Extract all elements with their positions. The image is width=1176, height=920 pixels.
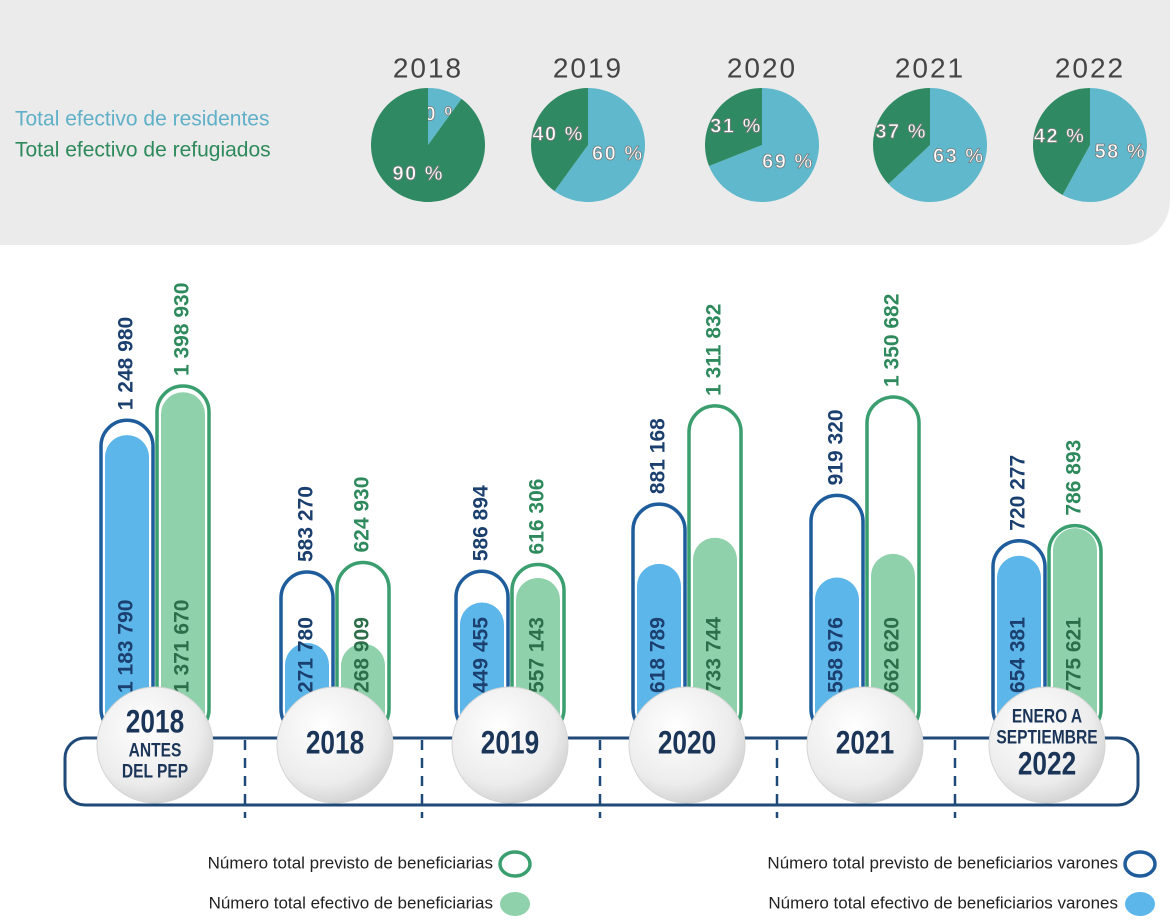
category-label: 2021: [836, 726, 894, 761]
category-disc: [96, 686, 214, 804]
actual-value-label: 1 371 670: [171, 600, 194, 693]
planned-value-label: 586 894: [470, 485, 493, 561]
pie-slice: [531, 88, 588, 192]
legend-label: Número total previsto de beneficiarias: [208, 853, 493, 872]
category-label: ANTES: [129, 739, 182, 761]
category-disc: [806, 686, 924, 804]
legend-swatch: [1125, 892, 1155, 916]
actual-value-label: 268 909: [351, 617, 374, 693]
planned-value-label: 616 306: [526, 479, 549, 555]
category-label: 2022: [1018, 747, 1076, 782]
actual-bar: [161, 392, 205, 735]
category-disc: [988, 686, 1106, 804]
pie-title: 2021: [895, 52, 965, 83]
pie-slice: [709, 88, 819, 203]
pie-value-label: 90 %: [393, 163, 445, 185]
actual-bar: [105, 435, 149, 735]
pie-slice: [1033, 88, 1090, 195]
actual-value-label: 557 143: [526, 617, 549, 693]
legend-swatch: [498, 850, 532, 878]
actual-value-label: 1 183 790: [115, 600, 138, 693]
planned-value-label: 1 398 930: [171, 283, 194, 376]
category-disc: [628, 686, 746, 804]
planned-value-label: 919 320: [825, 409, 848, 485]
pie-value-label: 31 %: [710, 116, 762, 138]
pie-slice: [873, 88, 930, 185]
actual-value-label: 618 789: [647, 617, 670, 693]
timeline-dividers: [243, 740, 957, 818]
category-label: DEL PEP: [122, 760, 188, 782]
pie-title: 2018: [393, 52, 463, 83]
planned-value-label: 1 350 682: [881, 294, 904, 387]
actual-value-label: 775 621: [1063, 617, 1086, 693]
legend: Número total previsto de beneficiarias Nú…: [208, 850, 1157, 916]
planned-value-label: 786 893: [1063, 440, 1086, 516]
pie-value-label: 63 %: [933, 146, 985, 168]
category-label: 2018: [126, 705, 184, 740]
pie-value-label: 42 %: [1034, 125, 1086, 147]
actual-value-label: 654 381: [1007, 617, 1030, 693]
legend-swatch: [500, 892, 530, 916]
pie-value-label: 69 %: [762, 151, 814, 173]
actual-bar: [1053, 528, 1097, 735]
category-label: 2020: [658, 726, 716, 761]
category-label: 2019: [481, 726, 539, 761]
planned-value-label: 881 168: [647, 418, 670, 494]
planned-value-label: 1 248 980: [115, 317, 138, 410]
legend-label: Total efectivo de refugiados: [15, 139, 271, 162]
actual-value-label: 558 976: [825, 617, 848, 693]
pie-value-label: 60 %: [592, 143, 644, 165]
actual-value-label: 271 780: [295, 617, 318, 693]
legend-label: Total efectivo de residentes: [15, 108, 269, 131]
category-disc: [451, 686, 569, 804]
bar-group: 1 398 930 624 930 616 306 1 311 832 1 350 68…: [99, 283, 1103, 737]
pie-value-label: 40 %: [532, 124, 584, 146]
actual-value-label: 662 620: [881, 617, 904, 693]
pie-slice: [888, 88, 988, 203]
legend-swatch: [1123, 850, 1157, 878]
legend-label: Número total efectivo de beneficiarias: [209, 893, 493, 912]
category-label: 2018: [306, 726, 364, 761]
pie-title: 2019: [553, 52, 623, 83]
planned-value-label: 720 277: [1007, 455, 1030, 531]
actual-value-label: 733 744: [703, 617, 726, 693]
category-label: SEPTIEMBRE: [996, 726, 1097, 748]
pie-title: 2020: [727, 52, 797, 83]
category-label: ENERO A: [1012, 705, 1083, 727]
category-disc: [276, 686, 394, 804]
planned-value-label: 624 930: [351, 477, 374, 553]
planned-value-label: 583 270: [295, 486, 318, 562]
timeline: [63, 736, 1140, 807]
legend-label: Número total previsto de beneficiarios v…: [767, 853, 1118, 872]
pie-value-label: 37 %: [875, 121, 927, 143]
actual-bar: [693, 537, 737, 735]
pie-value-label: 58 %: [1095, 141, 1147, 163]
pie-slice: [1062, 88, 1148, 203]
legend-label: Número total efectivo de beneficiarios v…: [768, 893, 1118, 912]
pie-slice: [705, 88, 762, 166]
pie-slice: [428, 87, 462, 145]
planned-value-label: 1 311 832: [703, 304, 726, 396]
pie-group: Total efectivo de residentes Total efecti…: [15, 52, 1148, 203]
pie-slice: [371, 87, 485, 202]
pie-title: 2022: [1055, 52, 1125, 83]
pie-slice: [554, 88, 645, 202]
actual-value-label: 449 455: [470, 617, 493, 693]
